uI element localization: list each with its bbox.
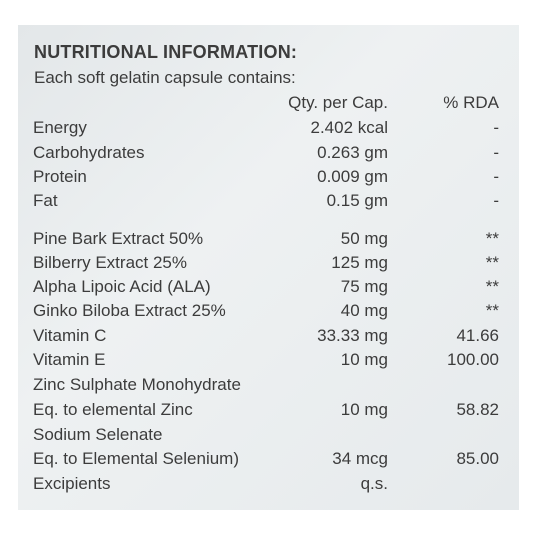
nutrient-row: Energy 2.402 kcal - (18, 116, 519, 140)
nutrient-name: Vitamin C (33, 326, 107, 345)
nutrient-qty: q.s. (360, 474, 388, 493)
nutrient-rda: - (493, 191, 499, 210)
nutrient-qty: 40 mg (340, 301, 388, 320)
nutrient-name: Vitamin E (33, 350, 106, 369)
nutrient-row: Vitamin C 33.33 mg 41.66 (18, 324, 519, 348)
column-header-row: Qty. per Cap. % RDA (18, 91, 519, 115)
nutrient-row: Eq. to elemental Zinc 10 mg 58.82 (18, 398, 519, 422)
rda-column-header: % RDA (443, 93, 499, 112)
nutrient-row: Vitamin E 10 mg 100.00 (18, 348, 519, 372)
nutrient-qty: 0.15 gm (326, 191, 388, 210)
nutrient-name: Bilberry Extract 25% (33, 253, 187, 272)
nutrient-name: Carbohydrates (33, 143, 145, 162)
nutrient-rda: 100.00 (447, 350, 499, 369)
nutrient-name: Fat (33, 191, 58, 210)
nutrient-qty: 75 mg (340, 277, 388, 296)
nutrient-qty: 0.263 gm (317, 143, 388, 162)
nutrient-name: Excipients (33, 474, 111, 493)
nutrient-row: Excipients q.s. (18, 472, 519, 496)
qty-column-header: Qty. per Cap. (288, 93, 388, 112)
nutrient-qty: 10 mg (340, 400, 388, 419)
nutrient-row: Bilberry Extract 25% 125 mg ** (18, 251, 519, 275)
nutrient-qty: 33.33 mg (317, 326, 388, 345)
nutrient-rda: ** (485, 277, 499, 296)
nutrient-row: Eq. to Elemental Selenium) 34 mcg 85.00 (18, 447, 519, 471)
nutrient-rda: ** (485, 301, 499, 320)
nutrient-name: Eq. to Elemental Selenium) (33, 449, 239, 468)
nutrient-row: Protein 0.009 gm - (18, 165, 519, 189)
nutrient-row: Ginko Biloba Extract 25% 40 mg ** (18, 299, 519, 323)
nutrition-panel: NUTRITIONAL INFORMATION: Each soft gelat… (18, 25, 519, 510)
nutrient-rda: 41.66 (456, 326, 499, 345)
nutrient-name: Zinc Sulphate Monohydrate (33, 375, 241, 394)
nutrient-qty: 2.402 kcal (310, 118, 389, 137)
nutrient-row: Alpha Lipoic Acid (ALA) 75 mg ** (18, 275, 519, 299)
nutrient-row: Fat 0.15 gm - (18, 189, 519, 213)
nutrient-row: Pine Bark Extract 50% 50 mg ** (18, 227, 519, 251)
nutrient-rda: ** (485, 229, 499, 248)
nutrient-rda: - (493, 118, 499, 137)
nutrient-rda: - (493, 143, 499, 162)
nutrient-rda: 58.82 (456, 400, 499, 419)
nutrient-rda: ** (485, 253, 499, 272)
nutrient-name: Eq. to elemental Zinc (33, 400, 193, 419)
nutrient-qty: 50 mg (340, 229, 388, 248)
nutrient-qty: 0.009 gm (317, 167, 388, 186)
nutrient-qty: 34 mcg (332, 449, 388, 468)
nutrient-rda: - (493, 167, 499, 186)
capsule-intro: Each soft gelatin capsule contains: (34, 68, 296, 87)
nutrient-name: Sodium Selenate (33, 425, 163, 444)
nutrient-row: Carbohydrates 0.263 gm - (18, 141, 519, 165)
nutrient-qty: 125 mg (331, 253, 388, 272)
nutrient-rda: 85.00 (456, 449, 499, 468)
nutrient-row: Sodium Selenate (18, 423, 519, 447)
nutrient-qty: 10 mg (340, 350, 388, 369)
nutrient-name: Protein (33, 167, 87, 186)
nutrition-heading: NUTRITIONAL INFORMATION: (34, 42, 298, 62)
nutrient-row: Zinc Sulphate Monohydrate (18, 373, 519, 397)
nutrient-name: Alpha Lipoic Acid (ALA) (33, 277, 211, 296)
nutrient-name: Pine Bark Extract 50% (33, 229, 204, 248)
nutrient-name: Ginko Biloba Extract 25% (33, 301, 226, 320)
nutrient-name: Energy (33, 118, 87, 137)
